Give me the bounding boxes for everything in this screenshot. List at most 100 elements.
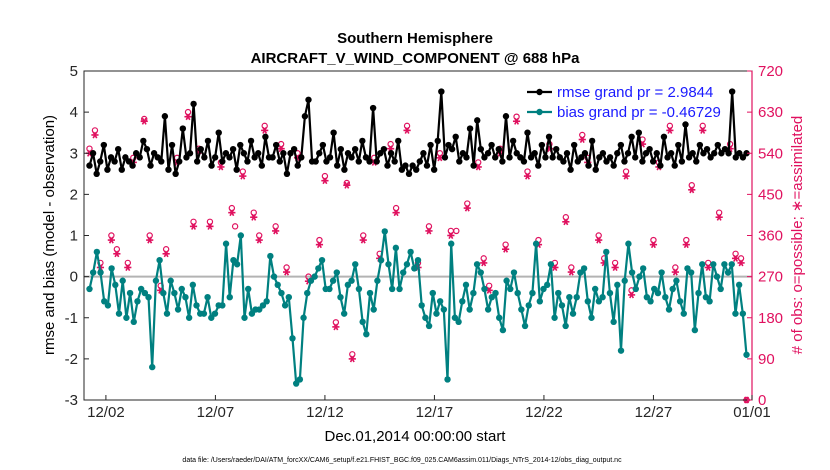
- y-tick-label-left: 3: [70, 145, 78, 162]
- rmse-point: [215, 129, 222, 136]
- obs-assimilated-point: [189, 222, 198, 230]
- bias-point: [278, 289, 285, 297]
- rmse-point: [247, 137, 255, 145]
- bias-point: [429, 289, 436, 297]
- rmse-point: [161, 113, 169, 120]
- bias-point: [651, 285, 658, 293]
- rmse-point: [251, 154, 258, 161]
- data-file-footnote: data file: /Users/raeder/DAI/ATM_forcXX/…: [182, 457, 622, 464]
- obs-assimilated-point: [359, 236, 367, 244]
- bias-point: [654, 289, 662, 297]
- rmse-point: [689, 150, 696, 157]
- rmse-point: [100, 141, 108, 149]
- bias-point: [699, 261, 706, 268]
- bias-point: [396, 285, 403, 293]
- obs-possible-point: [611, 259, 619, 267]
- rmse-point: [728, 88, 736, 95]
- rmse-point: [682, 121, 689, 128]
- rmse-point: [93, 170, 100, 178]
- bias-point: [233, 261, 241, 268]
- bias-point: [743, 351, 750, 358]
- y-tick-label-right: 720: [758, 63, 783, 80]
- bias-point: [617, 347, 625, 354]
- obs-possible-point: [683, 236, 690, 244]
- bias-point: [724, 269, 732, 276]
- bias-point: [739, 310, 747, 317]
- x-tick-label: 01/01: [733, 404, 771, 421]
- rmse-point: [197, 145, 204, 153]
- rmse-point: [136, 154, 143, 161]
- rmse-point: [316, 150, 323, 157]
- rmse-point: [229, 145, 237, 153]
- rmse-point: [258, 162, 266, 169]
- bias-point: [248, 310, 256, 317]
- rmse-point: [237, 141, 244, 149]
- obs-assimilated-point: [162, 250, 170, 258]
- bias-point: [436, 298, 444, 305]
- bias-point: [577, 269, 584, 276]
- rmse-point: [405, 170, 413, 178]
- bias-point: [363, 331, 370, 338]
- bias-point: [706, 298, 713, 305]
- bias-point: [459, 298, 466, 305]
- plot-area: -3-2-101234509018027036045054063072012/0…: [65, 63, 783, 421]
- rmse-point: [646, 145, 653, 153]
- obs-assimilated-point: [447, 231, 455, 240]
- rmse-point: [290, 145, 298, 153]
- obs-possible-point: [146, 232, 153, 239]
- bias-point: [680, 310, 687, 317]
- rmse-point: [298, 154, 305, 161]
- bias-point: [307, 277, 315, 284]
- legend: rmse grand pr = 2.9844 bias grand pr = -0…: [527, 84, 721, 121]
- bias-point: [171, 289, 178, 297]
- rmse-point: [466, 125, 474, 132]
- bias-point: [403, 261, 411, 268]
- rmse-point: [714, 141, 722, 149]
- bias-point: [713, 273, 721, 280]
- obs-possible-point: [392, 204, 400, 212]
- rmse-point: [535, 162, 542, 169]
- bias-point: [385, 261, 392, 268]
- bias-point: [710, 261, 717, 268]
- y-tick-label-left: 0: [70, 269, 78, 286]
- rmse-point: [129, 162, 136, 169]
- rmse-point: [86, 162, 93, 169]
- bias-point: [134, 298, 141, 305]
- obs-possible-point: [113, 246, 121, 253]
- bias-point: [219, 302, 226, 309]
- y-tick-label-left: 2: [70, 186, 78, 203]
- obs-assimilated-point: [343, 181, 351, 189]
- bias-point: [551, 314, 558, 321]
- bias-point: [160, 289, 167, 297]
- rmse-point: [186, 150, 194, 157]
- bias-point: [289, 335, 296, 342]
- rmse-series-line: [88, 90, 748, 175]
- bias-point: [687, 269, 695, 276]
- rmse-point: [578, 154, 585, 161]
- rmse-point: [563, 150, 571, 157]
- bias-point: [189, 281, 197, 289]
- obs-assimilated-point: [91, 131, 99, 139]
- rmse-point: [538, 141, 546, 149]
- rmse-point: [736, 150, 743, 157]
- obs-assimilated-point: [392, 209, 400, 217]
- obs-possible-point: [316, 236, 323, 244]
- rmse-point: [301, 113, 309, 120]
- rmse-point: [653, 150, 660, 157]
- obs-possible-point: [403, 122, 411, 130]
- bias-point: [263, 298, 270, 305]
- bias-point: [86, 285, 93, 293]
- bias-point: [529, 289, 536, 297]
- y-tick-label-right: 180: [758, 310, 783, 327]
- rmse-point: [377, 150, 384, 157]
- rmse-point: [553, 145, 560, 153]
- rmse-point: [416, 158, 423, 165]
- bias-point: [532, 240, 540, 247]
- bias-point: [643, 293, 651, 301]
- bias-point: [329, 277, 337, 284]
- obs-possible-point: [595, 232, 602, 239]
- bias-point: [521, 322, 529, 330]
- bias-point: [543, 281, 551, 289]
- bias-point: [119, 277, 126, 284]
